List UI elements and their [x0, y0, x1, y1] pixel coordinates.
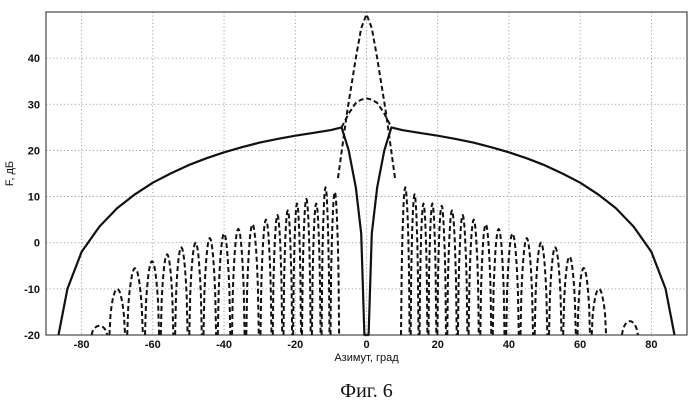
x-axis-label: Азимут, град [334, 352, 399, 364]
sidelobe [204, 238, 217, 335]
sidelobe [447, 210, 456, 335]
sidelobe [592, 289, 606, 335]
sidelobe [273, 215, 282, 335]
y-tick-label: -20 [24, 330, 40, 342]
sidelobe [175, 247, 188, 335]
sidelobe [246, 224, 258, 335]
x-tick-label: 60 [574, 339, 586, 351]
sidelobe [302, 199, 311, 335]
y-tick-label: 10 [28, 192, 40, 204]
sidelobe [145, 261, 159, 335]
sidelobe [480, 224, 491, 335]
x-tick-label: -20 [287, 339, 303, 351]
y-tick-label: 40 [28, 53, 40, 65]
figure-caption: Фиг. 6 [340, 380, 392, 402]
sidelobe [506, 234, 519, 336]
x-tick-label: 0 [363, 339, 369, 351]
grid-lines [46, 12, 687, 335]
x-tick-label: 80 [645, 339, 657, 351]
sidelobe [437, 206, 446, 335]
sidelobe [563, 257, 576, 335]
sidelobe [127, 268, 143, 335]
sidelobe [420, 204, 428, 336]
sidelobe [293, 204, 301, 336]
sidelobe [401, 187, 410, 335]
sidelobe [322, 187, 330, 335]
y-tick-label: 30 [28, 99, 40, 111]
x-tick-label: 20 [432, 339, 444, 351]
sidelobe [493, 229, 505, 335]
sidelobe [458, 215, 468, 335]
sidelobe [331, 192, 340, 335]
sidelobe [232, 229, 245, 335]
sidelobe [161, 254, 174, 335]
sidelobe [109, 289, 125, 335]
sidelobe [218, 234, 231, 336]
y-tick-label: -10 [24, 284, 40, 296]
y-tick-label: 20 [28, 145, 40, 157]
x-tick-label: -60 [145, 339, 161, 351]
x-tick-label: 40 [503, 339, 515, 351]
y-axis-label: F, дБ [4, 161, 16, 186]
sidelobe [411, 194, 419, 335]
sidelobe [578, 268, 591, 335]
sidelobe [92, 326, 108, 335]
x-tick-label: -80 [74, 339, 90, 351]
sidelobe [622, 321, 638, 335]
sidelobe [469, 220, 479, 335]
sidelobe [549, 247, 562, 335]
tick-labels: -80 -60 -40 -20 0 20 40 60 80 -20 -10 0 10 20 30 40 [24, 53, 657, 351]
x-tick-label: -40 [216, 339, 232, 351]
sidelobe [521, 238, 534, 335]
sidelobe [312, 204, 321, 336]
sidelobe [429, 204, 437, 336]
y-tick-label: 0 [34, 238, 40, 250]
sidelobe [284, 210, 293, 335]
sidelobe [261, 220, 272, 335]
